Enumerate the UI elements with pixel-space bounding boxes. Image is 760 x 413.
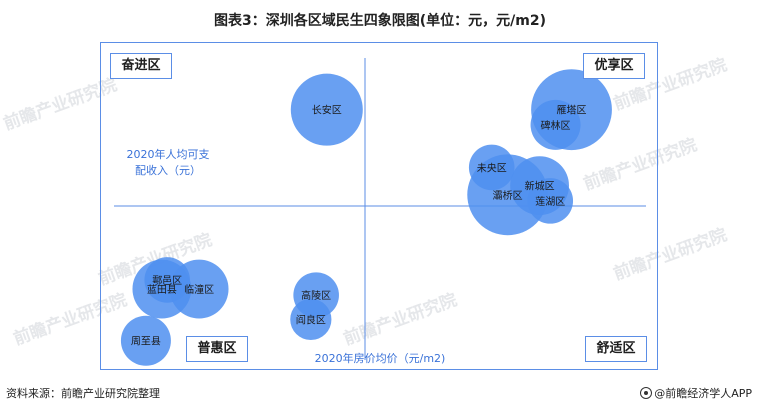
chart-frame xyxy=(100,42,658,370)
bubble-label-12: 周至县 xyxy=(131,336,161,348)
bubble-0 xyxy=(290,73,363,146)
bubble-label-8: 蓝田县 xyxy=(147,284,177,296)
brand-credit-text: @前瞻经济学人APP xyxy=(654,387,752,400)
bubble-label-7: 鄠邑区 xyxy=(152,275,182,287)
bubble-12 xyxy=(120,315,171,366)
bubble-label-5: 灞桥区 xyxy=(493,190,523,202)
quadrant-label-top-right: 优享区 xyxy=(583,53,645,79)
brand-credit: @前瞻经济学人APP xyxy=(640,385,752,401)
source-note: 资料来源：前瞻产业研究院整理 xyxy=(6,387,160,400)
y-axis-label-line2: 配收入（元） xyxy=(135,164,201,177)
y-axis-label-line1: 2020年人均可支 xyxy=(126,148,210,161)
bubble-label-4: 新城区 xyxy=(525,180,555,193)
bubble-9 xyxy=(169,259,229,319)
bubble-label-6: 莲湖区 xyxy=(535,196,565,208)
bubble-label-3: 未央区 xyxy=(477,161,507,174)
bubble-label-2: 碑林区 xyxy=(541,119,571,132)
bubble-label-11: 阎良区 xyxy=(296,313,326,326)
bubble-11 xyxy=(290,298,332,341)
y-axis-label: 2020年人均可支 配收入（元） xyxy=(108,146,228,178)
quadrant-label-bottom-right: 舒适区 xyxy=(585,336,647,362)
quadrant-label-bottom-left: 普惠区 xyxy=(186,336,248,362)
chart-title: 图表3：深圳各区域民生四象限图(单位：元，元/m2) xyxy=(214,13,546,29)
brand-logo-icon xyxy=(640,387,653,399)
bubble-label-1: 雁塔区 xyxy=(557,104,587,117)
bubble-label-10: 高陵区 xyxy=(301,289,331,302)
bubble-label-0: 长安区 xyxy=(312,104,342,117)
x-axis-label: 2020年房价均价（元/m2) xyxy=(314,352,446,365)
bubble-label-9: 临潼区 xyxy=(184,283,214,296)
quadrant-label-top-left: 奋进区 xyxy=(110,53,172,79)
bubble-6 xyxy=(527,178,574,224)
bubble-2 xyxy=(530,99,581,150)
bubble-5 xyxy=(467,154,549,236)
